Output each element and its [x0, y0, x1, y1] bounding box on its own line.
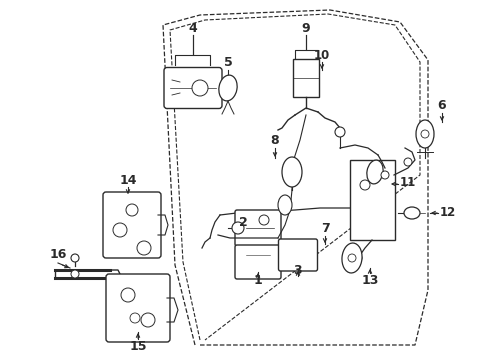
Ellipse shape — [404, 207, 420, 219]
Circle shape — [232, 222, 244, 234]
Text: 7: 7 — [320, 221, 329, 234]
Circle shape — [71, 254, 79, 262]
FancyBboxPatch shape — [235, 210, 281, 246]
Text: 4: 4 — [189, 22, 197, 35]
Text: 3: 3 — [294, 264, 302, 276]
Circle shape — [404, 158, 412, 166]
Ellipse shape — [278, 195, 292, 215]
Text: 15: 15 — [129, 339, 147, 352]
Circle shape — [137, 241, 151, 255]
FancyBboxPatch shape — [164, 68, 222, 108]
Circle shape — [141, 313, 155, 327]
FancyBboxPatch shape — [349, 160, 394, 240]
Ellipse shape — [416, 120, 434, 148]
Text: 16: 16 — [49, 248, 67, 261]
Text: 9: 9 — [302, 22, 310, 35]
Ellipse shape — [367, 160, 383, 184]
Text: 12: 12 — [440, 206, 456, 219]
Circle shape — [381, 171, 389, 179]
Text: 14: 14 — [119, 174, 137, 186]
Circle shape — [421, 130, 429, 138]
Circle shape — [360, 180, 370, 190]
Circle shape — [130, 313, 140, 323]
Circle shape — [71, 270, 79, 278]
Ellipse shape — [219, 75, 237, 101]
Text: 1: 1 — [254, 274, 262, 287]
Text: 2: 2 — [239, 216, 247, 229]
FancyBboxPatch shape — [235, 245, 281, 279]
FancyBboxPatch shape — [106, 274, 170, 342]
Circle shape — [126, 204, 138, 216]
Ellipse shape — [342, 243, 362, 273]
Text: 13: 13 — [361, 274, 379, 287]
FancyBboxPatch shape — [278, 239, 318, 271]
FancyBboxPatch shape — [293, 59, 319, 97]
Circle shape — [335, 127, 345, 137]
Circle shape — [259, 215, 269, 225]
Text: 5: 5 — [223, 55, 232, 68]
Circle shape — [121, 288, 135, 302]
Text: 8: 8 — [270, 134, 279, 147]
FancyBboxPatch shape — [103, 192, 161, 258]
Text: 11: 11 — [400, 176, 416, 189]
Circle shape — [354, 254, 362, 262]
Text: 6: 6 — [438, 99, 446, 112]
Circle shape — [113, 223, 127, 237]
Circle shape — [192, 80, 208, 96]
Text: 10: 10 — [314, 49, 330, 62]
Ellipse shape — [282, 157, 302, 187]
Circle shape — [348, 254, 356, 262]
